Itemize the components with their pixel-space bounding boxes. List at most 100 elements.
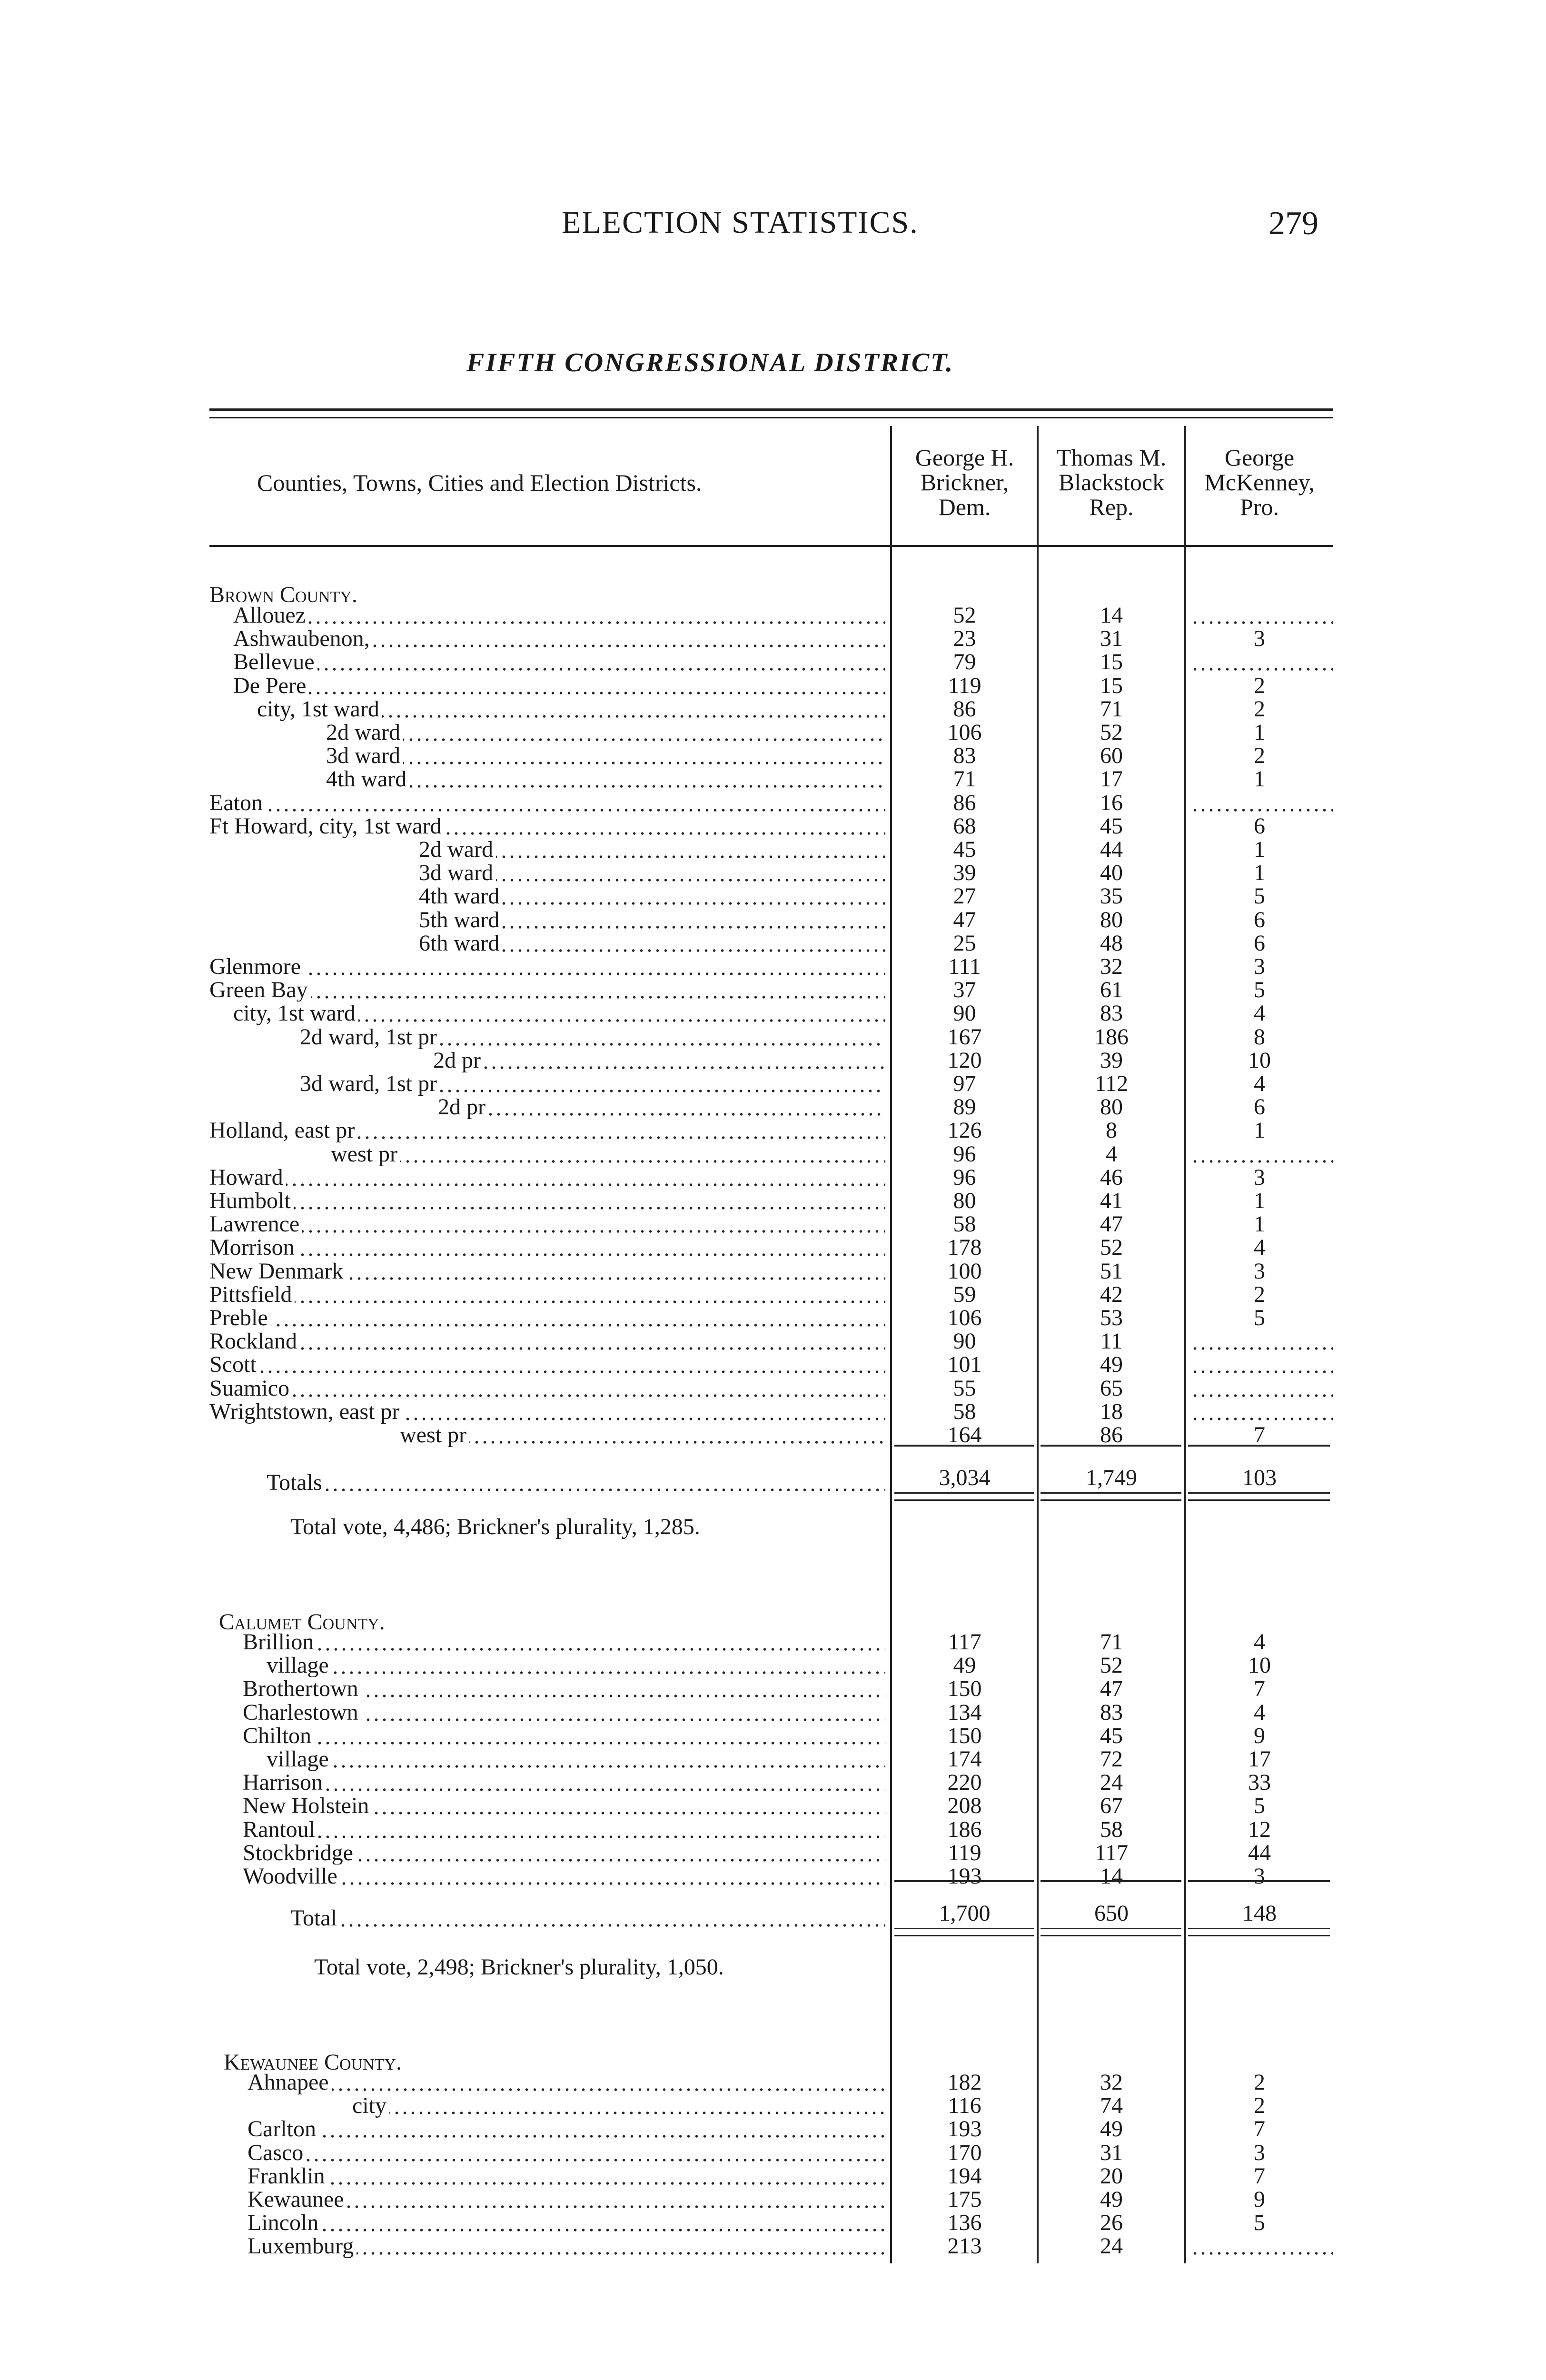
vote-dem: 101 xyxy=(947,1352,982,1378)
total-rule xyxy=(1041,1880,1181,1882)
table-row: 6th ward xyxy=(209,931,885,955)
vote-dem: 52 xyxy=(953,603,976,628)
district-name: Kewaunee xyxy=(248,2188,347,2211)
vote-pro: 2 xyxy=(1254,1281,1265,1307)
header-line: Thomas M. xyxy=(1056,444,1167,471)
district-name: Wrightstown, east pr xyxy=(209,1399,403,1423)
district-name: Rockland xyxy=(209,1329,300,1353)
district-name: Glenmore xyxy=(209,955,304,978)
district-name: Allouez xyxy=(233,604,308,627)
table-row: Chilton xyxy=(209,1724,885,1747)
dot-leader xyxy=(243,1864,885,1888)
vote-dem: 45 xyxy=(953,837,976,862)
vote-pro: 1 xyxy=(1254,837,1265,862)
dot-leader xyxy=(209,1282,885,1306)
district-name: city, 1st ward xyxy=(233,1002,358,1025)
district-name: Preble xyxy=(209,1306,271,1329)
table-row: 2d pr xyxy=(209,1048,885,1072)
dot-leader xyxy=(326,721,885,744)
vote-rep: 14 xyxy=(1100,1864,1123,1889)
dot-leader xyxy=(248,2188,885,2211)
county-summary: Total vote, 2,498; Brickner's plurality,… xyxy=(314,1954,724,1980)
vote-rep: 83 xyxy=(1100,1001,1123,1026)
vote-dem: 117 xyxy=(948,1629,981,1655)
vote-dem: 167 xyxy=(947,1024,982,1050)
dot-leader xyxy=(267,1747,885,1771)
vote-rep: 14 xyxy=(1100,603,1123,628)
vote-dem: 193 xyxy=(947,1864,982,1889)
total-row: Total xyxy=(209,1906,885,1930)
table-row: 2d ward, 1st pr xyxy=(209,1025,885,1049)
district-name: Lincoln xyxy=(248,2211,322,2235)
vote-rep: 45 xyxy=(1100,813,1123,839)
table-row: Humbolt xyxy=(209,1189,885,1212)
vote-dem: 182 xyxy=(947,2070,982,2095)
no-votes-dots xyxy=(1191,604,1333,627)
vote-pro: 2 xyxy=(1254,2093,1265,2119)
vote-rep: 80 xyxy=(1100,1094,1123,1120)
table-row: Suamico xyxy=(209,1376,885,1400)
table-row: 4th ward xyxy=(209,767,885,791)
vote-pro: 7 xyxy=(1254,1422,1265,1448)
dot-leader xyxy=(433,1048,885,1072)
vote-pro: 5 xyxy=(1254,1305,1265,1330)
table-row: 2d ward xyxy=(209,721,885,744)
district-name: 2d pr xyxy=(438,1095,488,1119)
vote-dem: 55 xyxy=(953,1375,976,1401)
vote-pro: 4 xyxy=(1254,1071,1265,1096)
vote-rep: 11 xyxy=(1100,1329,1123,1354)
vote-dem: 59 xyxy=(953,1281,976,1307)
vote-pro: 2 xyxy=(1254,696,1265,722)
table-row: Casco xyxy=(209,2141,885,2164)
vote-pro: 1 xyxy=(1254,720,1265,745)
vote-rep: 74 xyxy=(1100,2093,1123,2119)
table-row: west pr xyxy=(209,1423,885,1447)
vote-rep: 39 xyxy=(1100,1047,1123,1073)
vote-dem: 106 xyxy=(947,1305,982,1330)
vote-pro: 3 xyxy=(1254,2140,1265,2165)
district-name: 2d ward xyxy=(419,838,496,861)
vote-pro: 2 xyxy=(1254,2070,1265,2095)
vote-rep: 45 xyxy=(1100,1723,1123,1748)
vote-dem: 39 xyxy=(953,860,976,886)
vote-rep: 60 xyxy=(1100,743,1123,769)
table-row: Lincoln xyxy=(209,2211,885,2235)
vote-rep: 46 xyxy=(1100,1164,1123,1190)
total-double-rule xyxy=(1041,1928,1181,1929)
total-double-rule xyxy=(1041,1935,1181,1936)
vote-dem: 164 xyxy=(947,1422,982,1448)
table-row: Brillion xyxy=(209,1630,885,1654)
total-dem: 3,034 xyxy=(939,1465,991,1490)
vote-dem: 96 xyxy=(953,1164,976,1190)
dot-leader xyxy=(248,2164,885,2188)
district-name: 4th ward xyxy=(419,884,503,908)
total-double-rule xyxy=(1188,1935,1330,1936)
vote-dem: 208 xyxy=(947,1793,982,1819)
table-row: Scott xyxy=(209,1353,885,1377)
table-row: Kewaunee xyxy=(209,2188,885,2211)
table-row: Lawrence xyxy=(209,1212,885,1236)
vote-dem: 25 xyxy=(953,930,976,956)
district-name: 6th ward xyxy=(419,931,503,955)
vote-rep: 51 xyxy=(1100,1258,1123,1284)
vote-pro: 5 xyxy=(1254,2210,1265,2236)
column-divider xyxy=(890,426,892,2263)
vote-pro: 10 xyxy=(1248,1047,1271,1073)
vote-rep: 17 xyxy=(1100,766,1123,792)
vote-rep: 49 xyxy=(1100,2187,1123,2212)
page-number: 279 xyxy=(1269,205,1318,242)
vote-pro: 7 xyxy=(1254,2163,1265,2189)
dot-leader xyxy=(209,1353,885,1377)
total-rep: 650 xyxy=(1094,1901,1129,1926)
district-name: Eaton xyxy=(209,791,266,814)
table-row: Harrison xyxy=(209,1771,885,1795)
vote-rep: 31 xyxy=(1100,626,1123,652)
table-row: Brothertown xyxy=(209,1677,885,1701)
table-row: Rantoul xyxy=(209,1817,885,1841)
district-name: Franklin xyxy=(248,2164,328,2188)
district-name: Rantoul xyxy=(243,1817,318,1841)
vote-rep: 32 xyxy=(1100,2070,1123,2095)
vote-rep: 15 xyxy=(1100,673,1123,698)
district-name: Casco xyxy=(248,2141,307,2164)
dot-leader xyxy=(233,674,885,697)
